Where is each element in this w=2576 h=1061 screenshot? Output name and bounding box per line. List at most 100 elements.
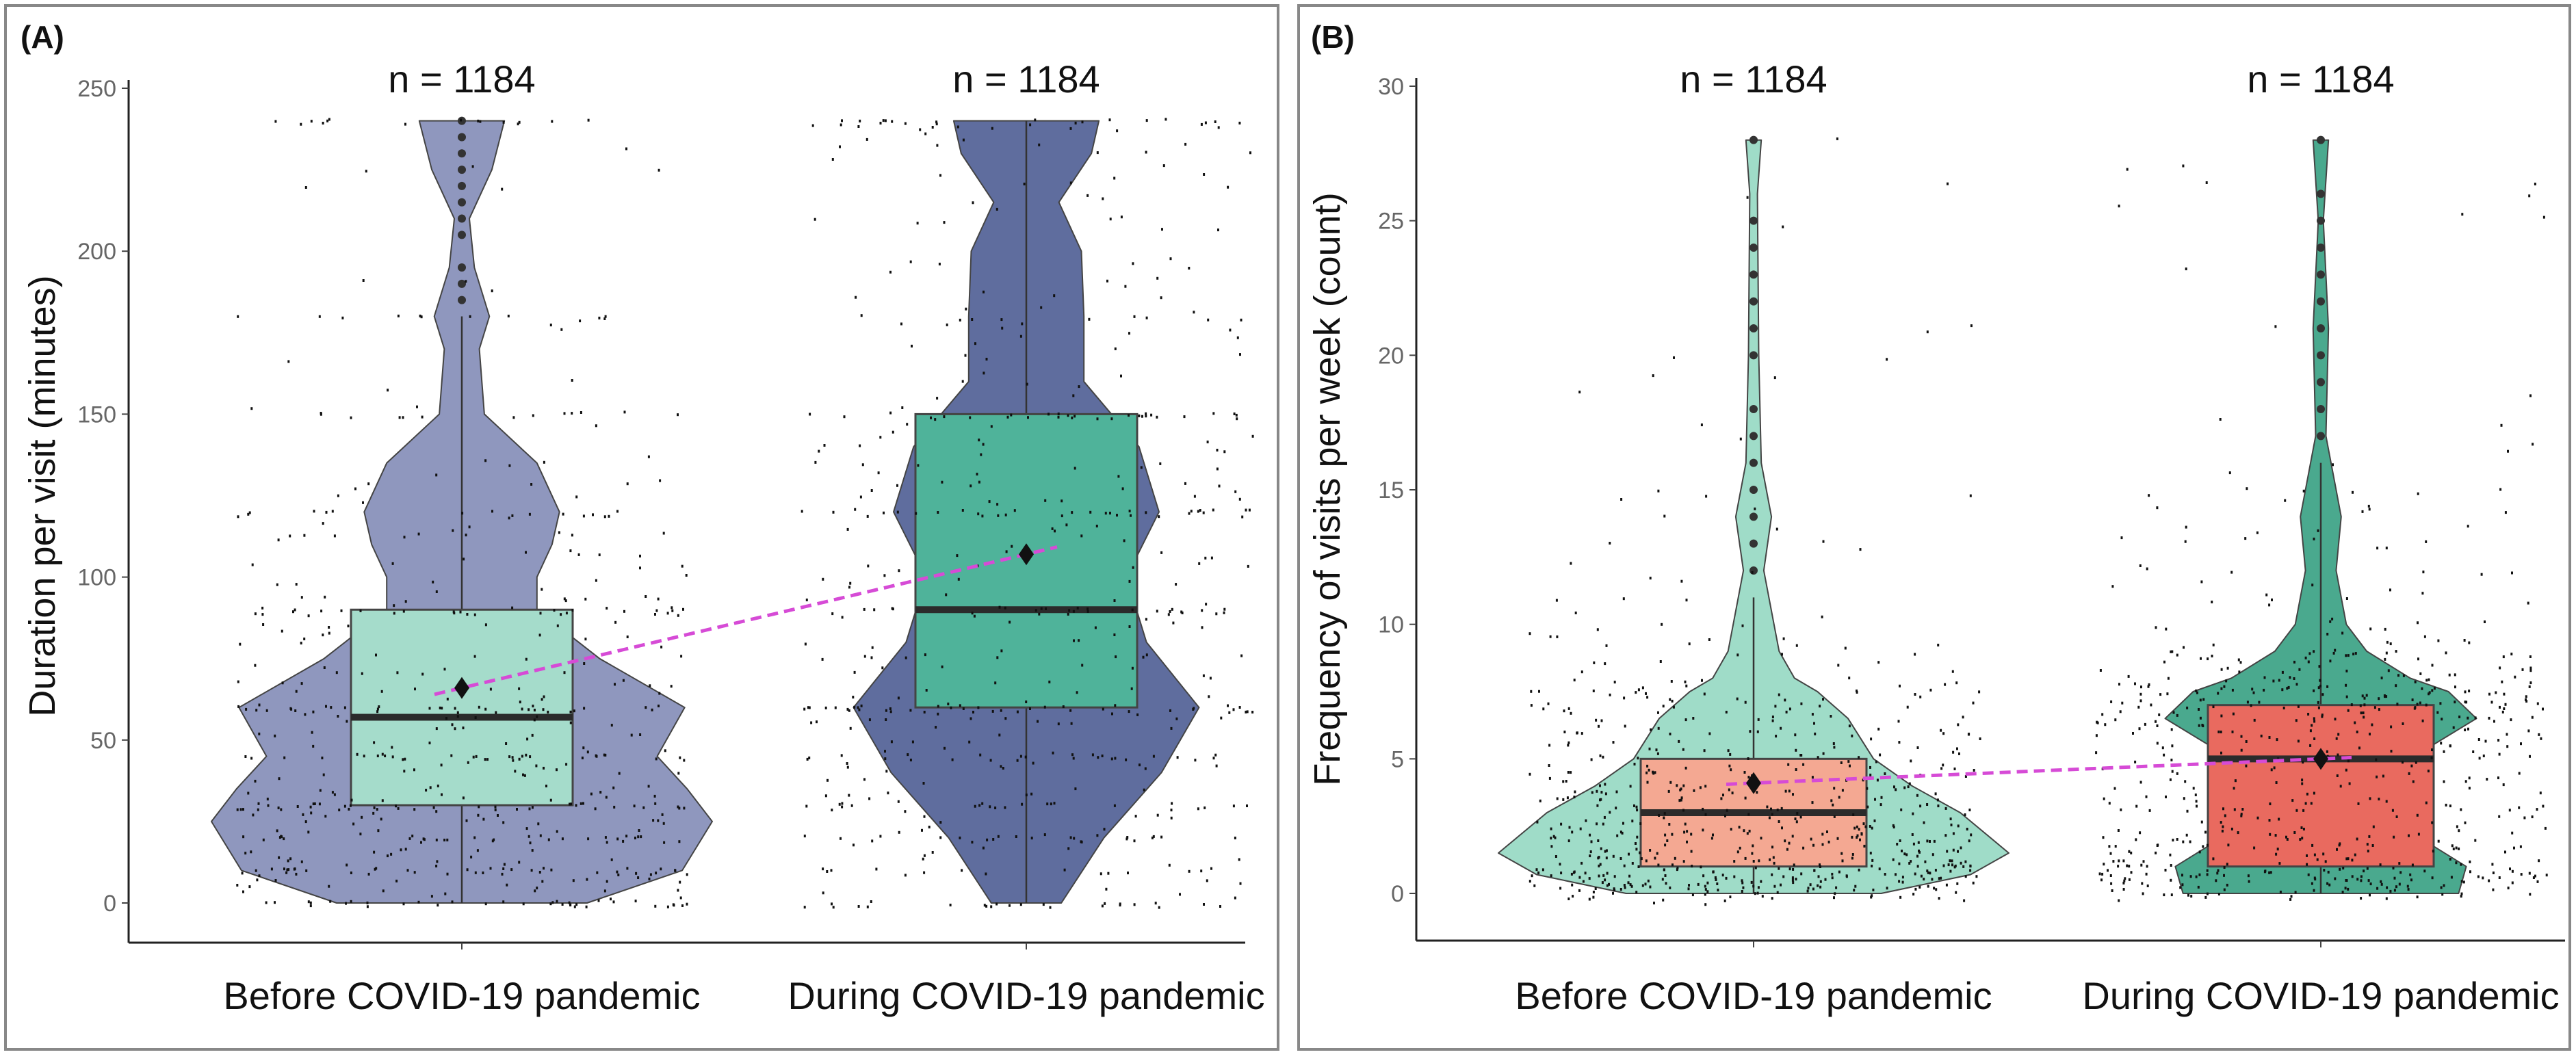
jitter-point [852,696,855,699]
jitter-point [2220,687,2223,690]
jitter-point [849,726,852,730]
jitter-point [1188,512,1191,515]
jitter-point [1072,394,1075,397]
jitter-point [2302,761,2304,764]
jitter-point [1788,789,1791,793]
jitter-point [610,724,613,727]
jitter-point [1685,684,1688,687]
jitter-point [1795,878,1797,881]
jitter-point [622,839,625,843]
jitter-point [2281,688,2284,692]
jitter-point [1742,886,1745,889]
jitter-point [2431,876,2434,880]
jitter-point [1574,612,1577,614]
jitter-point [318,802,321,806]
jitter-point [347,625,350,628]
jitter-point [1181,612,1184,614]
jitter-point [2409,873,2412,876]
jitter-point [924,653,926,657]
jitter-point [1648,768,1650,772]
jitter-point [2176,713,2178,717]
jitter-point [281,681,284,685]
jitter-point [2130,851,2133,854]
jitter-point [2222,807,2224,811]
jitter-point [1676,866,1679,869]
jitter-point [1662,898,1665,902]
jitter-point [1912,812,1914,815]
jitter-point [302,813,304,816]
jitter-point [2431,689,2434,692]
jitter-point [1830,799,1833,802]
jitter-point [1693,789,1695,792]
jitter-point [2482,755,2485,757]
jitter-point [2298,668,2301,671]
jitter-point [429,786,432,789]
jitter-point [2217,692,2220,695]
jitter-point [2176,772,2178,775]
jitter-point [1591,791,1593,794]
jitter-point [1004,717,1007,720]
jitter-point [2458,716,2461,718]
jitter-point [414,687,416,691]
jitter-point [1528,772,1531,776]
jitter-point [451,723,454,726]
jitter-point [2345,879,2347,882]
jitter-point [365,170,367,173]
jitter-point [1899,839,1901,842]
jitter-point [1741,879,1743,882]
jitter-point [951,758,954,761]
jitter-point [1691,893,1694,897]
jitter-point [617,874,620,876]
jitter-point [1702,807,1704,811]
jitter-point [1683,830,1686,834]
jitter-point [662,822,665,825]
jitter-point [304,713,307,716]
jitter-point [1573,796,1576,799]
jitter-point [2532,876,2535,879]
jitter-point [1106,279,1108,283]
jitter-point [2202,698,2205,701]
jitter-point [1785,710,1788,713]
jitter-point [1772,856,1775,859]
jitter-point [1121,487,1124,490]
jitter-point [1203,903,1205,906]
jitter-point [1578,876,1581,879]
jitter-point [1045,607,1047,610]
jitter-point [2217,893,2220,895]
jitter-point [653,794,656,798]
jitter-point [1110,417,1113,421]
jitter-point [870,489,873,492]
jitter-point [285,871,288,874]
jitter-point [666,905,669,908]
jitter-point [2183,797,2185,800]
jitter-point [1781,653,1783,656]
jitter-point [608,514,610,518]
jitter-point [1219,905,1221,908]
jitter-point [1200,869,1203,873]
jitter-point [2135,804,2138,808]
jitter-point [294,709,297,712]
jitter-point [1131,666,1134,670]
jitter-point [528,807,531,811]
jitter-point [380,690,383,693]
jitter-point [328,631,330,635]
jitter-point [1870,737,1873,741]
jitter-point [970,717,972,720]
jitter-point [1851,835,1853,839]
jitter-point [333,534,336,538]
jitter-point [2198,708,2200,711]
jitter-point [1838,870,1840,874]
jitter-point [2455,846,2458,850]
jitter-point [292,610,294,614]
jitter-point [1204,121,1207,125]
jitter-point [657,819,660,822]
jitter-point [376,808,378,811]
jitter-point [2233,808,2236,811]
sample-size-label: n = 1184 [952,57,1100,101]
jitter-point [1748,829,1751,833]
jitter-point [1795,820,1798,824]
jitter-point [2367,504,2370,508]
jitter-point [502,821,505,824]
jitter-point [2358,746,2360,750]
jitter-point [2185,525,2187,529]
